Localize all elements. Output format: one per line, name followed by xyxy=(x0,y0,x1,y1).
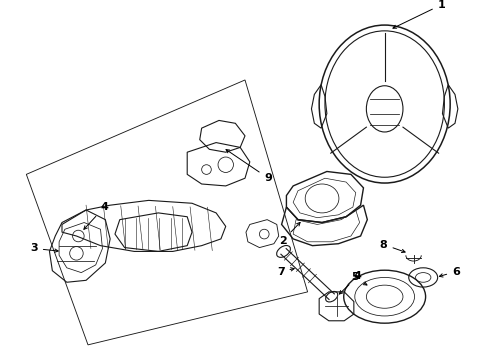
Text: 7: 7 xyxy=(277,266,294,276)
Text: 1: 1 xyxy=(393,0,445,28)
Text: 3: 3 xyxy=(30,243,58,253)
Text: 9: 9 xyxy=(226,149,272,183)
Text: 6: 6 xyxy=(440,266,460,277)
Text: 4: 4 xyxy=(84,202,108,229)
Text: 2: 2 xyxy=(279,222,300,246)
Text: 5: 5 xyxy=(351,272,367,285)
Text: 4: 4 xyxy=(339,271,362,294)
Text: 8: 8 xyxy=(380,239,405,253)
